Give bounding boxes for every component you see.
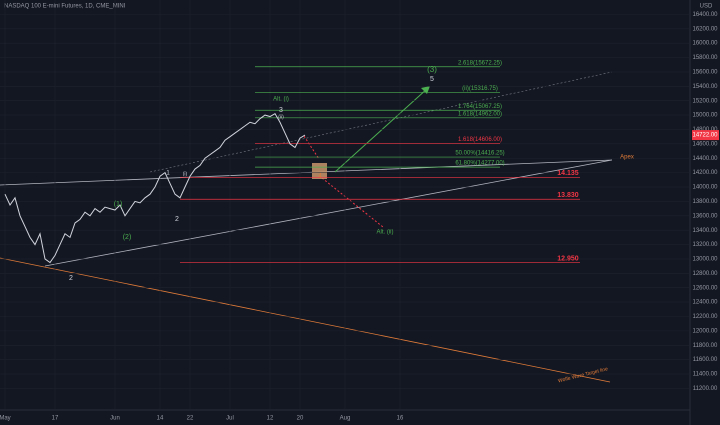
y-tick-label: 13400.00 bbox=[692, 228, 718, 234]
y-tick-label: 15800.00 bbox=[692, 55, 718, 61]
wave-label: 2 bbox=[175, 216, 179, 223]
trendline bbox=[149, 71, 613, 173]
price-line bbox=[4, 112, 306, 264]
x-tick-label: Jun bbox=[110, 416, 120, 422]
y-tick-label: 14200.00 bbox=[692, 170, 718, 176]
y-tick-label: 11600.00 bbox=[693, 357, 718, 363]
level-label: 13.830 bbox=[557, 192, 579, 199]
x-tick-label: 12 bbox=[267, 416, 274, 422]
y-tick-label: 11400.00 bbox=[693, 372, 718, 378]
y-tick-label: 13000.00 bbox=[692, 257, 718, 263]
y-tick-label: 13800.00 bbox=[692, 199, 718, 205]
currency: USD bbox=[700, 4, 713, 10]
y-tick-label: 12000.00 bbox=[692, 328, 718, 334]
y-tick-label: 12400.00 bbox=[692, 300, 718, 306]
x-tick-label: 20 bbox=[297, 416, 304, 422]
arrow bbox=[321, 177, 384, 228]
level-label: 12.950 bbox=[557, 255, 579, 262]
level-label: 14.135 bbox=[557, 170, 579, 177]
y-tick-label: 15600.00 bbox=[692, 70, 718, 76]
y-tick-label: 11200.00 bbox=[693, 386, 718, 392]
y-tick-label: 13600.00 bbox=[692, 213, 718, 219]
wave-label: (2) bbox=[123, 234, 132, 241]
x-tick-label: Jul bbox=[226, 416, 234, 422]
wave-label: (1) bbox=[114, 201, 123, 208]
wave-label: 5 bbox=[430, 76, 434, 83]
y-tick-label: 11800.00 bbox=[693, 343, 718, 349]
y-tick-label: 16200.00 bbox=[692, 26, 718, 32]
level-label: (ii)(15316.75) bbox=[462, 86, 498, 92]
y-tick-label: 16400.00 bbox=[692, 12, 718, 18]
wave-label: (3) bbox=[427, 65, 437, 74]
x-tick-label: May bbox=[0, 416, 11, 422]
chart-title: NASDAQ 100 E-mini Futures, 1D, CME_MINI bbox=[4, 4, 126, 10]
last-price-tag bbox=[692, 130, 719, 141]
last-price-label: 14722.00 bbox=[692, 133, 718, 139]
y-tick-label: 12800.00 bbox=[692, 271, 718, 277]
y-tick-label: 16000.00 bbox=[692, 41, 718, 47]
wolfe-line bbox=[0, 257, 611, 383]
y-tick-label: 12200.00 bbox=[692, 314, 718, 320]
wave-label: Alt. (i) bbox=[273, 97, 289, 103]
y-tick-label: 15400.00 bbox=[692, 84, 718, 90]
x-tick-label: 17 bbox=[52, 416, 59, 422]
y-tick-label: 14400.00 bbox=[692, 156, 718, 162]
x-tick-label: 16 bbox=[397, 416, 404, 422]
y-tick-label: 15200.00 bbox=[692, 98, 718, 104]
y-tick-label: 14000.00 bbox=[692, 185, 718, 191]
x-tick-label: 14 bbox=[157, 416, 164, 422]
level-label: 50.00%(14416.25) bbox=[455, 151, 504, 157]
wave-label: 2 bbox=[69, 275, 73, 282]
x-tick-label: Aug bbox=[340, 416, 351, 422]
wave-label: 4 bbox=[318, 174, 322, 180]
wave-label: Alt. (ii) bbox=[377, 230, 394, 236]
y-tick-label: 12600.00 bbox=[692, 285, 718, 291]
level-label: 2.618(15672.25) bbox=[458, 60, 502, 66]
level-label: 61.80%(14277.00) bbox=[455, 161, 504, 167]
trendline bbox=[44, 159, 613, 267]
wave-label: 1 bbox=[166, 171, 170, 177]
y-tick-label: 15000.00 bbox=[692, 113, 718, 119]
wave-label: 3 bbox=[279, 107, 283, 114]
arrow bbox=[303, 135, 320, 160]
wave-label: (i) bbox=[183, 171, 188, 177]
y-tick-label: 13200.00 bbox=[692, 242, 718, 248]
level-label: 1.618(14606.00) bbox=[458, 137, 502, 143]
level-label: 1.764(15067.25) bbox=[458, 104, 502, 110]
level-label: 1.618(14962.00) bbox=[458, 111, 502, 117]
wave-label: Apex bbox=[620, 155, 634, 161]
y-tick-label: 14600.00 bbox=[692, 141, 718, 147]
y-tick-label: 14800.00 bbox=[692, 127, 718, 133]
wave-label: (ii) bbox=[278, 114, 284, 120]
x-tick-label: 22 bbox=[187, 416, 194, 422]
